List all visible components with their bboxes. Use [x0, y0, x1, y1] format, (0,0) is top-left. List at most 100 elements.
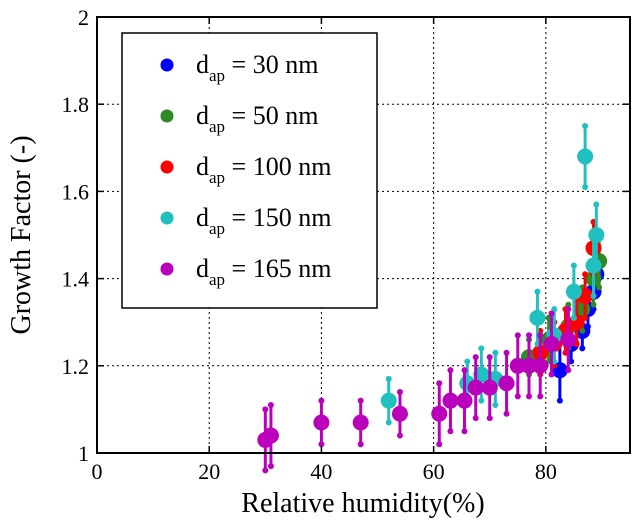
error-cap	[503, 349, 510, 356]
error-cap	[492, 402, 499, 409]
legend-label-base: d	[196, 203, 209, 232]
x-tick-label: 20	[198, 459, 220, 484]
error-cap	[556, 397, 563, 404]
ticks-layer: 0 20 40 60 80 1 1.2 1.4 1.6 1.8 2	[62, 5, 630, 484]
error-cap	[486, 415, 493, 422]
error-cap	[385, 419, 392, 426]
data-point	[543, 336, 560, 352]
error-cap	[565, 306, 572, 313]
error-cap	[579, 345, 586, 352]
error-cap	[514, 393, 521, 400]
legend-label-subscript: ap	[209, 270, 225, 289]
legend-label-base: d	[196, 152, 209, 181]
data-point	[529, 309, 546, 326]
y-tick-label: 2	[78, 5, 89, 30]
error-cap	[582, 314, 589, 321]
error-cap	[396, 388, 403, 395]
error-cap	[565, 301, 572, 308]
y-tick-label: 1	[78, 441, 89, 466]
data-point	[481, 379, 498, 396]
legend-label: dap = 50 nm	[196, 101, 318, 136]
error-cap	[593, 262, 600, 269]
x-tick-label: 80	[535, 459, 557, 484]
legend-label-value: = 165 nm	[225, 254, 331, 283]
data-point	[498, 375, 515, 392]
error-cap	[596, 284, 603, 291]
y-tick-label: 1.2	[62, 354, 90, 379]
x-tick-label: 60	[423, 459, 445, 484]
data-point	[391, 405, 408, 422]
data-point	[380, 392, 397, 409]
y-tick-label: 1.8	[62, 92, 90, 117]
legend-label-subscript: ap	[209, 219, 225, 238]
legend-label-value: = 30 nm	[225, 50, 318, 79]
error-cap	[537, 393, 544, 400]
legend-label: dap = 30 nm	[196, 50, 318, 85]
data-point	[560, 331, 577, 348]
legend-label-base: d	[196, 50, 209, 79]
legend-label-base: d	[196, 254, 209, 283]
data-point	[442, 392, 459, 409]
error-cap	[514, 332, 521, 339]
error-cap	[461, 428, 468, 435]
legend-label-value: = 150 nm	[225, 203, 331, 232]
error-cap	[396, 432, 403, 439]
error-cap	[318, 441, 325, 448]
x-axis-title: Relative humidity(%)	[241, 488, 484, 519]
legend-marker	[160, 211, 174, 225]
error-cap	[357, 397, 364, 404]
error-cap	[582, 123, 589, 129]
data-point	[577, 148, 594, 165]
error-cap	[584, 323, 591, 330]
error-cap	[478, 345, 485, 352]
series-4	[257, 306, 577, 474]
error-cap	[486, 354, 493, 361]
error-cap	[537, 332, 544, 339]
legend-marker	[160, 262, 174, 276]
data-point	[565, 283, 582, 300]
legend-label: dap = 150 nm	[196, 203, 331, 238]
data-point	[352, 414, 369, 431]
error-cap	[551, 306, 558, 313]
points-layer	[257, 123, 608, 474]
data-point	[568, 314, 585, 331]
y-tick-label: 1.6	[62, 179, 90, 204]
error-cap	[579, 327, 586, 334]
data-point	[509, 357, 526, 374]
error-cap	[590, 301, 597, 308]
data-point	[532, 357, 549, 374]
y-axis-title: Growth Factor (-)	[6, 135, 37, 334]
error-cap	[570, 262, 577, 269]
error-cap	[267, 402, 274, 409]
legend-label-subscript: ap	[209, 117, 225, 136]
legend-marker	[160, 109, 174, 123]
data-point	[456, 392, 473, 409]
error-cap	[436, 441, 443, 448]
series-3	[380, 123, 605, 426]
legend-label-subscript: ap	[209, 168, 225, 187]
error-cap	[548, 371, 555, 378]
data-point	[313, 414, 330, 431]
error-cap	[262, 467, 269, 474]
error-cap	[461, 367, 468, 374]
legend-label: dap = 100 nm	[196, 152, 331, 187]
legend-label-value: = 50 nm	[225, 101, 318, 130]
error-cap	[472, 354, 479, 361]
legend-label-subscript: ap	[209, 66, 225, 85]
error-cap	[590, 293, 597, 300]
data-point	[262, 427, 279, 444]
error-cap	[472, 415, 479, 422]
error-cap	[478, 397, 485, 404]
error-cap	[582, 184, 589, 191]
legend-label: dap = 165 nm	[196, 254, 331, 289]
error-cap	[385, 375, 392, 382]
error-cap	[447, 428, 454, 435]
legend-marker	[160, 58, 174, 72]
error-cap	[582, 271, 589, 278]
error-cap	[447, 367, 454, 374]
error-cap	[503, 410, 510, 417]
legend-label-value: = 100 nm	[225, 152, 331, 181]
data-point	[473, 366, 490, 383]
